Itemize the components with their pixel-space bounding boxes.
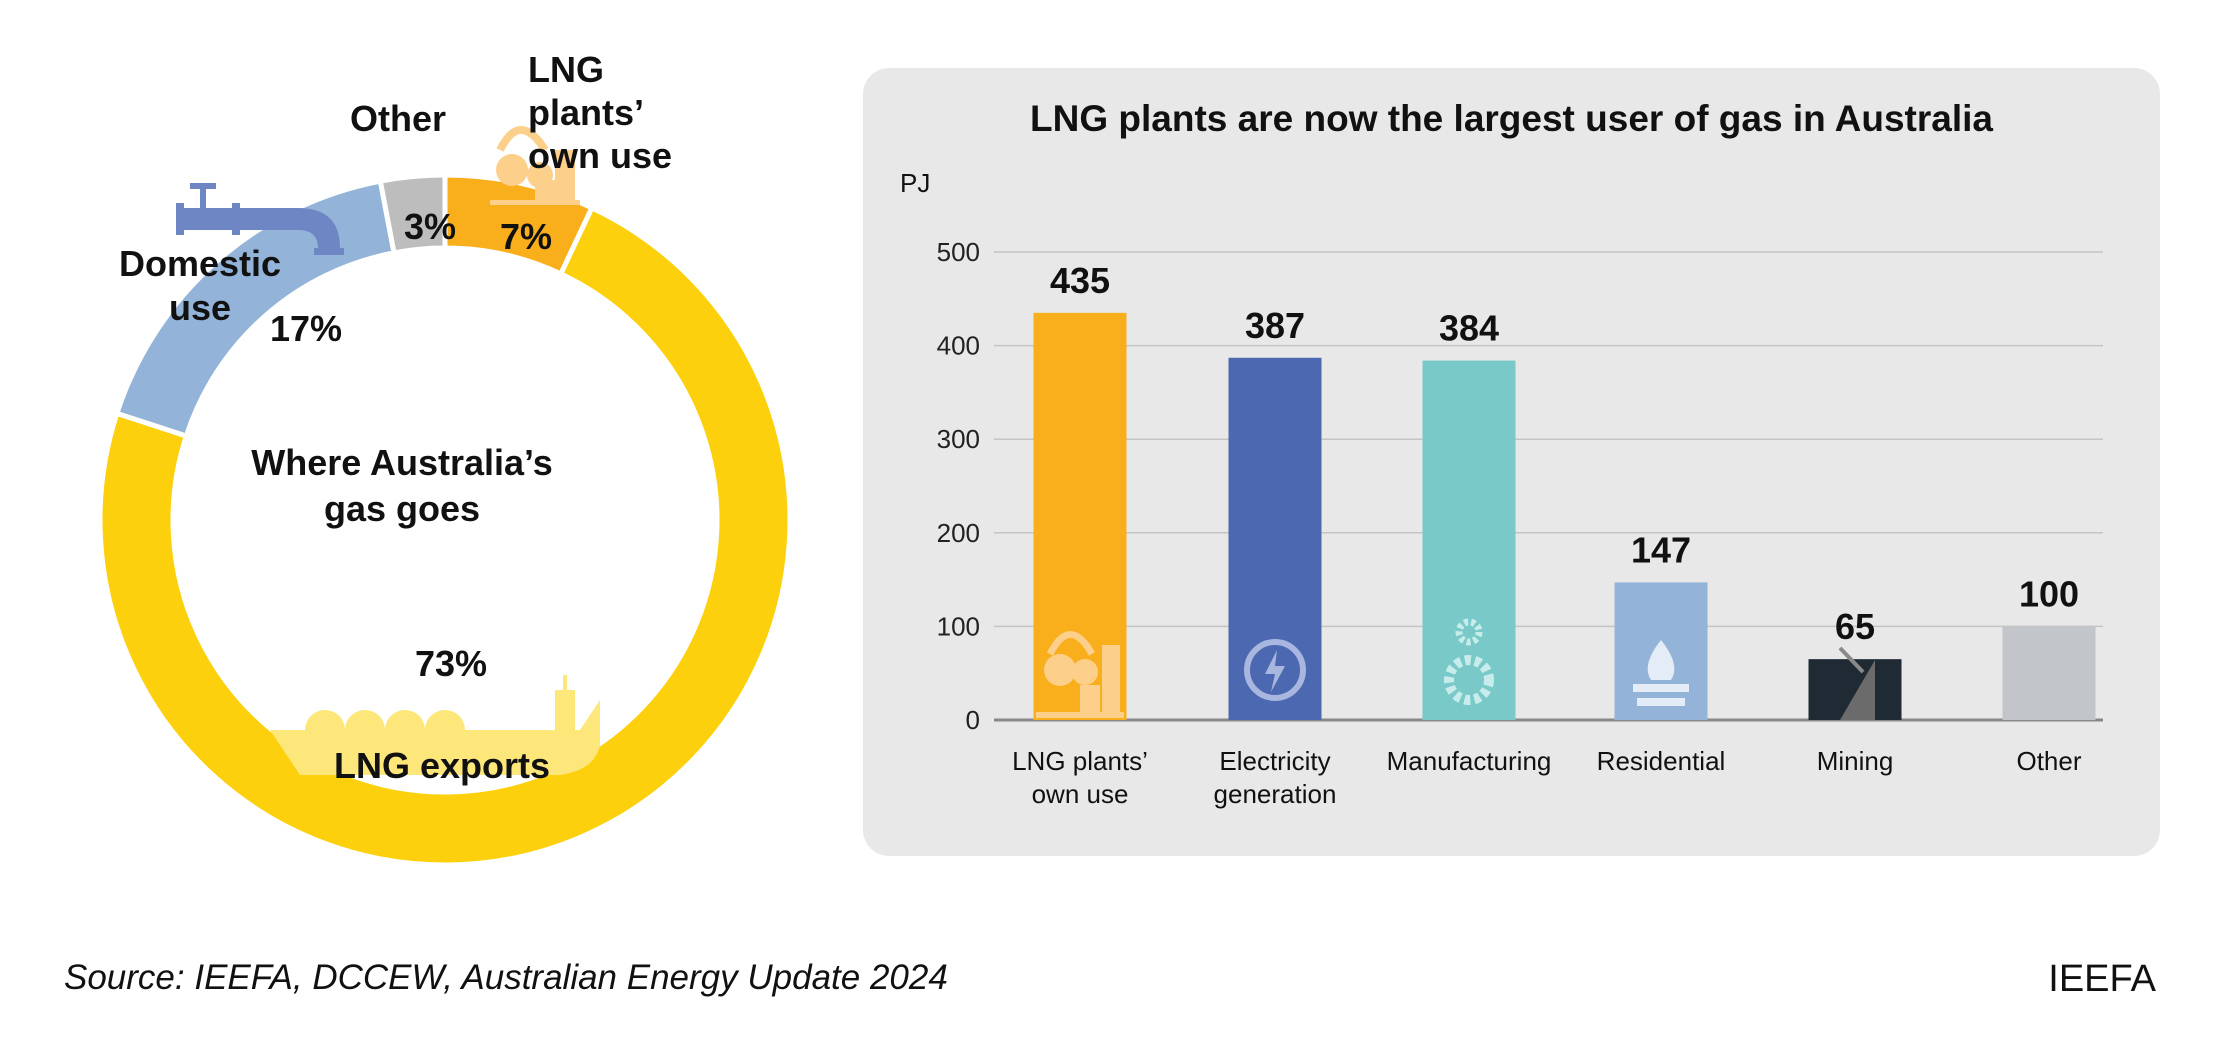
x-tick-label: Manufacturing (1387, 746, 1552, 776)
brand-logo: IEEFA (2048, 958, 2156, 1000)
y-tick-label: 0 (966, 705, 980, 735)
value-lng-plants: 7% (500, 216, 553, 257)
value-other: 3% (404, 206, 457, 247)
donut-slice (97, 204, 793, 868)
data-label: 147 (1631, 529, 1691, 570)
y-axis-unit: PJ (900, 168, 931, 198)
bar-chart-title: LNG plants are now the largest user of g… (1030, 98, 1993, 139)
lightning-icon (1244, 639, 1306, 701)
x-tick-label: own use (1032, 779, 1129, 809)
x-tick-label: generation (1214, 779, 1337, 809)
data-label: 100 (2019, 573, 2079, 614)
x-tick-label: LNG plants’ (1012, 746, 1148, 776)
x-tick-label: Electricity (1219, 746, 1330, 776)
donut-slice (377, 172, 448, 256)
pickaxe-icon (1838, 646, 1875, 720)
lng-ship-icon (270, 675, 600, 775)
lng-plant-icon (490, 126, 580, 205)
data-label: 435 (1050, 260, 1110, 301)
label-lng-plants: LNG plants’ own use (528, 48, 718, 177)
bar (2002, 626, 2096, 720)
label-other: Other (350, 98, 447, 139)
value-exports: 73% (415, 643, 488, 684)
source-note: Source: IEEFA, DCCEW, Australian Energy … (64, 958, 948, 997)
bar-chart: 0 100 200 300 400 500 435 LNG plants’own use 387… (937, 237, 2103, 809)
data-label: 387 (1245, 305, 1305, 346)
y-tick-label: 300 (937, 424, 980, 454)
y-tick-label: 100 (937, 611, 980, 641)
pipeline-icon (176, 183, 344, 255)
data-label: 384 (1439, 308, 1499, 349)
label-domestic: Domestic use (118, 243, 282, 328)
y-tick-label: 500 (937, 237, 980, 267)
x-tick-label: Other (2016, 746, 2081, 776)
label-lng-plants-text: LNG plants’ own use (528, 49, 673, 176)
value-domestic: 17% (270, 308, 343, 349)
label-exports: LNG exports (333, 745, 551, 786)
x-tick-label: Residential (1597, 746, 1726, 776)
donut-center-title: Where Australia’s gas goes (251, 442, 553, 529)
data-label: 65 (1835, 606, 1875, 647)
y-tick-label: 200 (937, 518, 980, 548)
bar (1422, 360, 1516, 720)
donut-chart (97, 126, 793, 868)
bar-chart-panel: LNG plants are now the largest user of g… (863, 68, 2160, 856)
flame-icon (1633, 640, 1689, 706)
y-tick-label: 400 (937, 331, 980, 361)
lng-plant-icon (1036, 631, 1124, 718)
gears-icon (1444, 618, 1494, 705)
x-tick-label: Mining (1817, 746, 1894, 776)
